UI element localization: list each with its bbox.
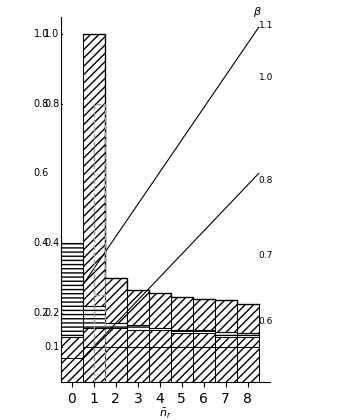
Bar [237, 333, 259, 337]
Bar [105, 347, 127, 382]
Bar [61, 337, 83, 358]
Bar [105, 328, 127, 347]
Bar [149, 294, 171, 328]
Text: 1.1: 1.1 [259, 21, 273, 30]
Bar [83, 306, 105, 328]
Bar [193, 333, 215, 347]
Bar [215, 347, 237, 382]
Bar [171, 297, 193, 330]
Bar [127, 290, 149, 325]
Bar [83, 34, 105, 306]
Text: 0.8: 0.8 [44, 99, 60, 109]
Text: β: β [253, 7, 260, 17]
Bar [237, 304, 259, 333]
Text: 1.0: 1.0 [33, 29, 49, 39]
Bar [193, 347, 215, 382]
Text: 1.0: 1.0 [44, 29, 60, 39]
X-axis label: $\bar{n}_r$: $\bar{n}_r$ [159, 407, 172, 420]
Bar [127, 330, 149, 347]
Bar [193, 299, 215, 330]
Text: 0.6: 0.6 [33, 168, 49, 178]
Bar [171, 347, 193, 382]
Bar [127, 325, 149, 330]
Bar [61, 243, 83, 337]
Bar [83, 328, 105, 347]
Bar [171, 330, 193, 333]
Text: 0.6: 0.6 [259, 317, 273, 326]
Bar [237, 337, 259, 347]
Bar [94, 104, 105, 295]
Bar [83, 347, 105, 382]
Bar [149, 347, 171, 382]
Bar [105, 278, 127, 323]
Text: 0.1: 0.1 [44, 342, 60, 352]
Bar [237, 347, 259, 382]
Text: 0.4: 0.4 [44, 238, 60, 248]
Text: 0.2: 0.2 [33, 307, 49, 318]
Bar [61, 358, 83, 382]
Bar [127, 347, 149, 382]
Bar [94, 295, 105, 382]
Text: 0.4: 0.4 [33, 238, 49, 248]
Text: 0.2: 0.2 [44, 307, 60, 318]
Bar [215, 300, 237, 332]
Text: 0.7: 0.7 [259, 251, 273, 260]
Text: 1.0: 1.0 [259, 73, 273, 82]
Bar [171, 333, 193, 347]
Bar [149, 328, 171, 330]
Text: 0.8: 0.8 [259, 176, 273, 185]
Bar [149, 330, 171, 347]
Bar [193, 330, 215, 333]
Bar [105, 323, 127, 328]
Bar [215, 337, 237, 347]
Bar [215, 332, 237, 337]
Text: 0.8: 0.8 [33, 99, 49, 109]
